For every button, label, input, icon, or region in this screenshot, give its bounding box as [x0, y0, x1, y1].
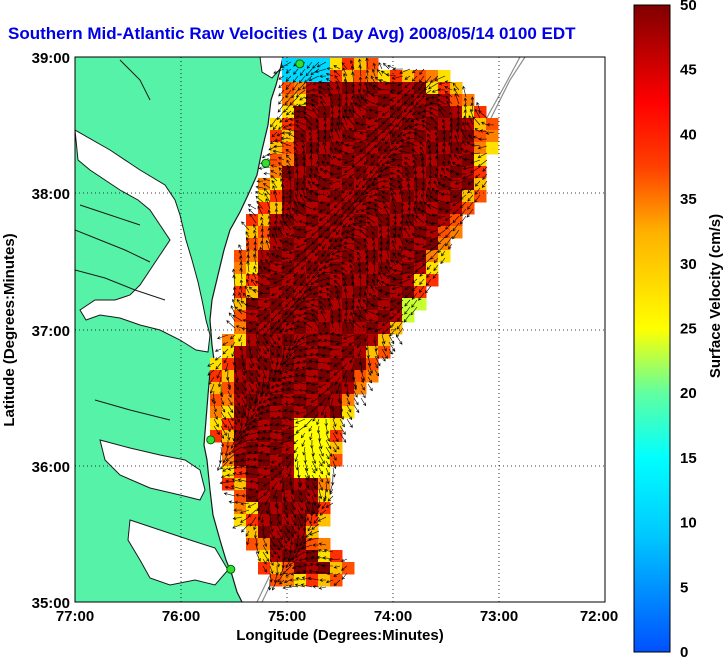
velocity-arrows: [207, 57, 495, 591]
y-tick-label: 38:00: [32, 186, 70, 203]
map-title: Southern Mid-Atlantic Raw Velocities (1 …: [8, 24, 576, 43]
colorbar-label: Surface Velocity (cm/s): [707, 214, 724, 378]
colorbar-tick-label: 15: [680, 450, 697, 467]
colorbar-gradient: [633, 4, 671, 653]
y-tick-label: 36:00: [32, 459, 70, 476]
radar-site-marker: [261, 158, 271, 168]
colorbar-tick-label: 10: [680, 515, 697, 532]
radar-site-marker: [226, 564, 236, 574]
chesapeake-bay: [75, 129, 211, 353]
plot-frame: [74, 56, 606, 603]
albemarle-sound: [99, 439, 206, 501]
colorbar-ticks: 0 5 10 15 20 25 30 35 40 45 50: [680, 0, 697, 659]
y-axis: 39:00 38:00 37:00 36:00 35:00 Latitude (…: [1, 50, 70, 612]
x-tick-label: 73:00: [480, 608, 518, 625]
y-axis-label: Latitude (Degrees:Minutes): [1, 233, 18, 426]
rivers: [75, 59, 171, 421]
radar-site-marker: [295, 59, 305, 69]
colorbar-tick-label: 0: [680, 644, 688, 659]
x-axis-label: Longitude (Degrees:Minutes): [236, 627, 444, 644]
colorbar: 0 5 10 15 20 25 30 35 40 45 50 Surface Velocity (c…: [633, 0, 724, 659]
colorbar-tick-label: 45: [680, 62, 697, 79]
colorbar-tick-label: 50: [680, 0, 697, 14]
colorbar-tick-label: 5: [680, 579, 688, 596]
colorbar-tick-label: 20: [680, 385, 697, 402]
colorbar-tick-label: 30: [680, 256, 697, 273]
radar-sites: [206, 59, 305, 574]
x-tick-label: 74:00: [374, 608, 412, 625]
y-tick-label: 39:00: [32, 50, 70, 67]
pamlico-sound: [127, 519, 229, 586]
colorbar-tick-label: 35: [680, 191, 697, 208]
coastline: [203, 57, 284, 602]
plot-area: [75, 57, 605, 602]
y-tick-label: 35:00: [32, 595, 70, 612]
colorbar-tick-label: 40: [680, 126, 697, 143]
delaware-bay: [259, 57, 284, 79]
x-axis: 77:00 76:00 75:00 74:00 73:00 72:00 Long…: [56, 608, 618, 644]
x-tick-label: 76:00: [162, 608, 200, 625]
y-tick-label: 37:00: [32, 323, 70, 340]
x-tick-label: 77:00: [56, 608, 94, 625]
x-tick-label: 72:00: [580, 608, 618, 625]
x-tick-label: 75:00: [268, 608, 306, 625]
radar-site-marker: [206, 435, 216, 445]
colorbar-tick-label: 25: [680, 321, 697, 338]
grid-lines: [75, 57, 605, 602]
